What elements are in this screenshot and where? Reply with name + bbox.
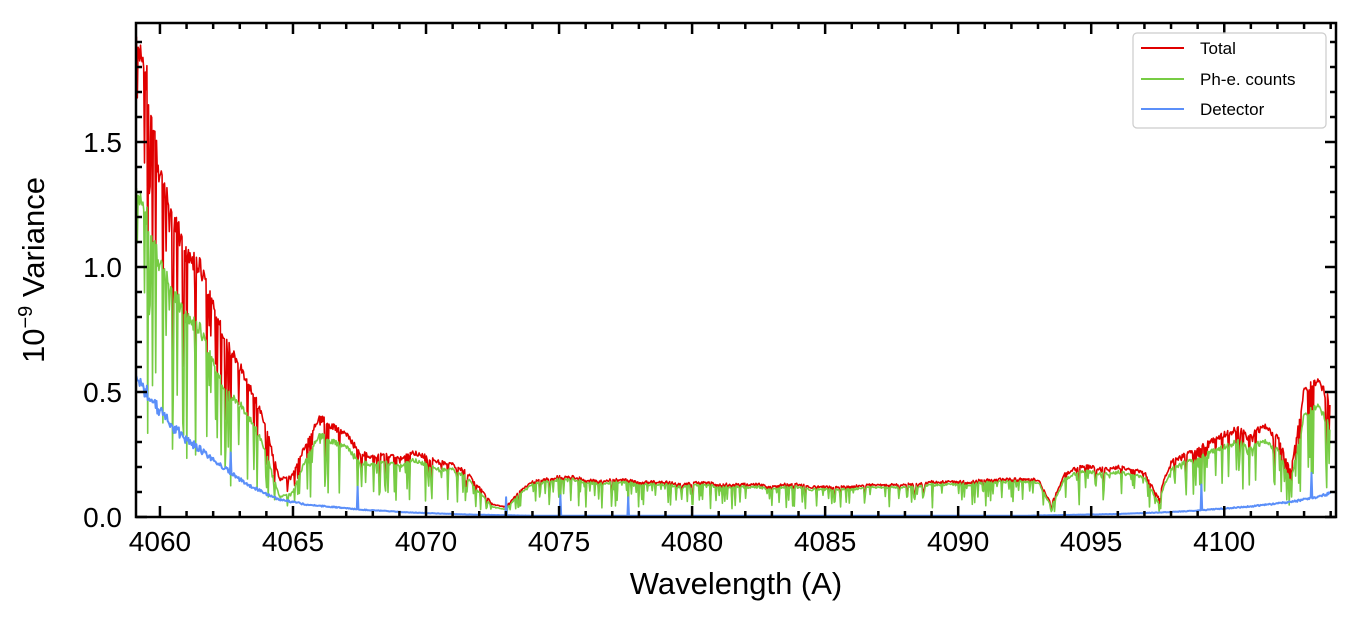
x-tick-label: 4095 xyxy=(1060,526,1122,557)
x-tick-label: 4085 xyxy=(794,526,856,557)
x-tick-label: 4080 xyxy=(661,526,723,557)
legend-label-phe-counts: Ph-e. counts xyxy=(1200,70,1295,89)
y-tick-label: 0.5 xyxy=(83,377,122,408)
legend-label-total: Total xyxy=(1200,39,1236,58)
x-tick-label: 4100 xyxy=(1193,526,1255,557)
y-tick-label: 1.5 xyxy=(83,127,122,158)
y-axis-title: 10−9 Variance xyxy=(15,177,51,363)
y-tick-label: 1.0 xyxy=(83,252,122,283)
x-axis-title: Wavelength (A) xyxy=(630,566,843,601)
x-tick-label: 4075 xyxy=(528,526,590,557)
phe-counts-series-line xyxy=(136,187,1331,516)
legend-box xyxy=(1132,32,1327,129)
x-tick-label: 4070 xyxy=(395,526,457,557)
x-tick-label: 4065 xyxy=(262,526,324,557)
x-tick-label: 4090 xyxy=(927,526,989,557)
plot-frame xyxy=(134,21,1338,519)
legend-label-detector: Detector xyxy=(1200,100,1265,119)
legend: Total Ph-e. counts Detector xyxy=(1132,32,1327,129)
tick-labels: 4060 4065 4070 4075 4080 4085 4090 4095 4100 0.0 0… xyxy=(83,127,1255,557)
x-tick-label: 4060 xyxy=(129,526,191,557)
y-tick-label: 0.0 xyxy=(83,502,122,533)
